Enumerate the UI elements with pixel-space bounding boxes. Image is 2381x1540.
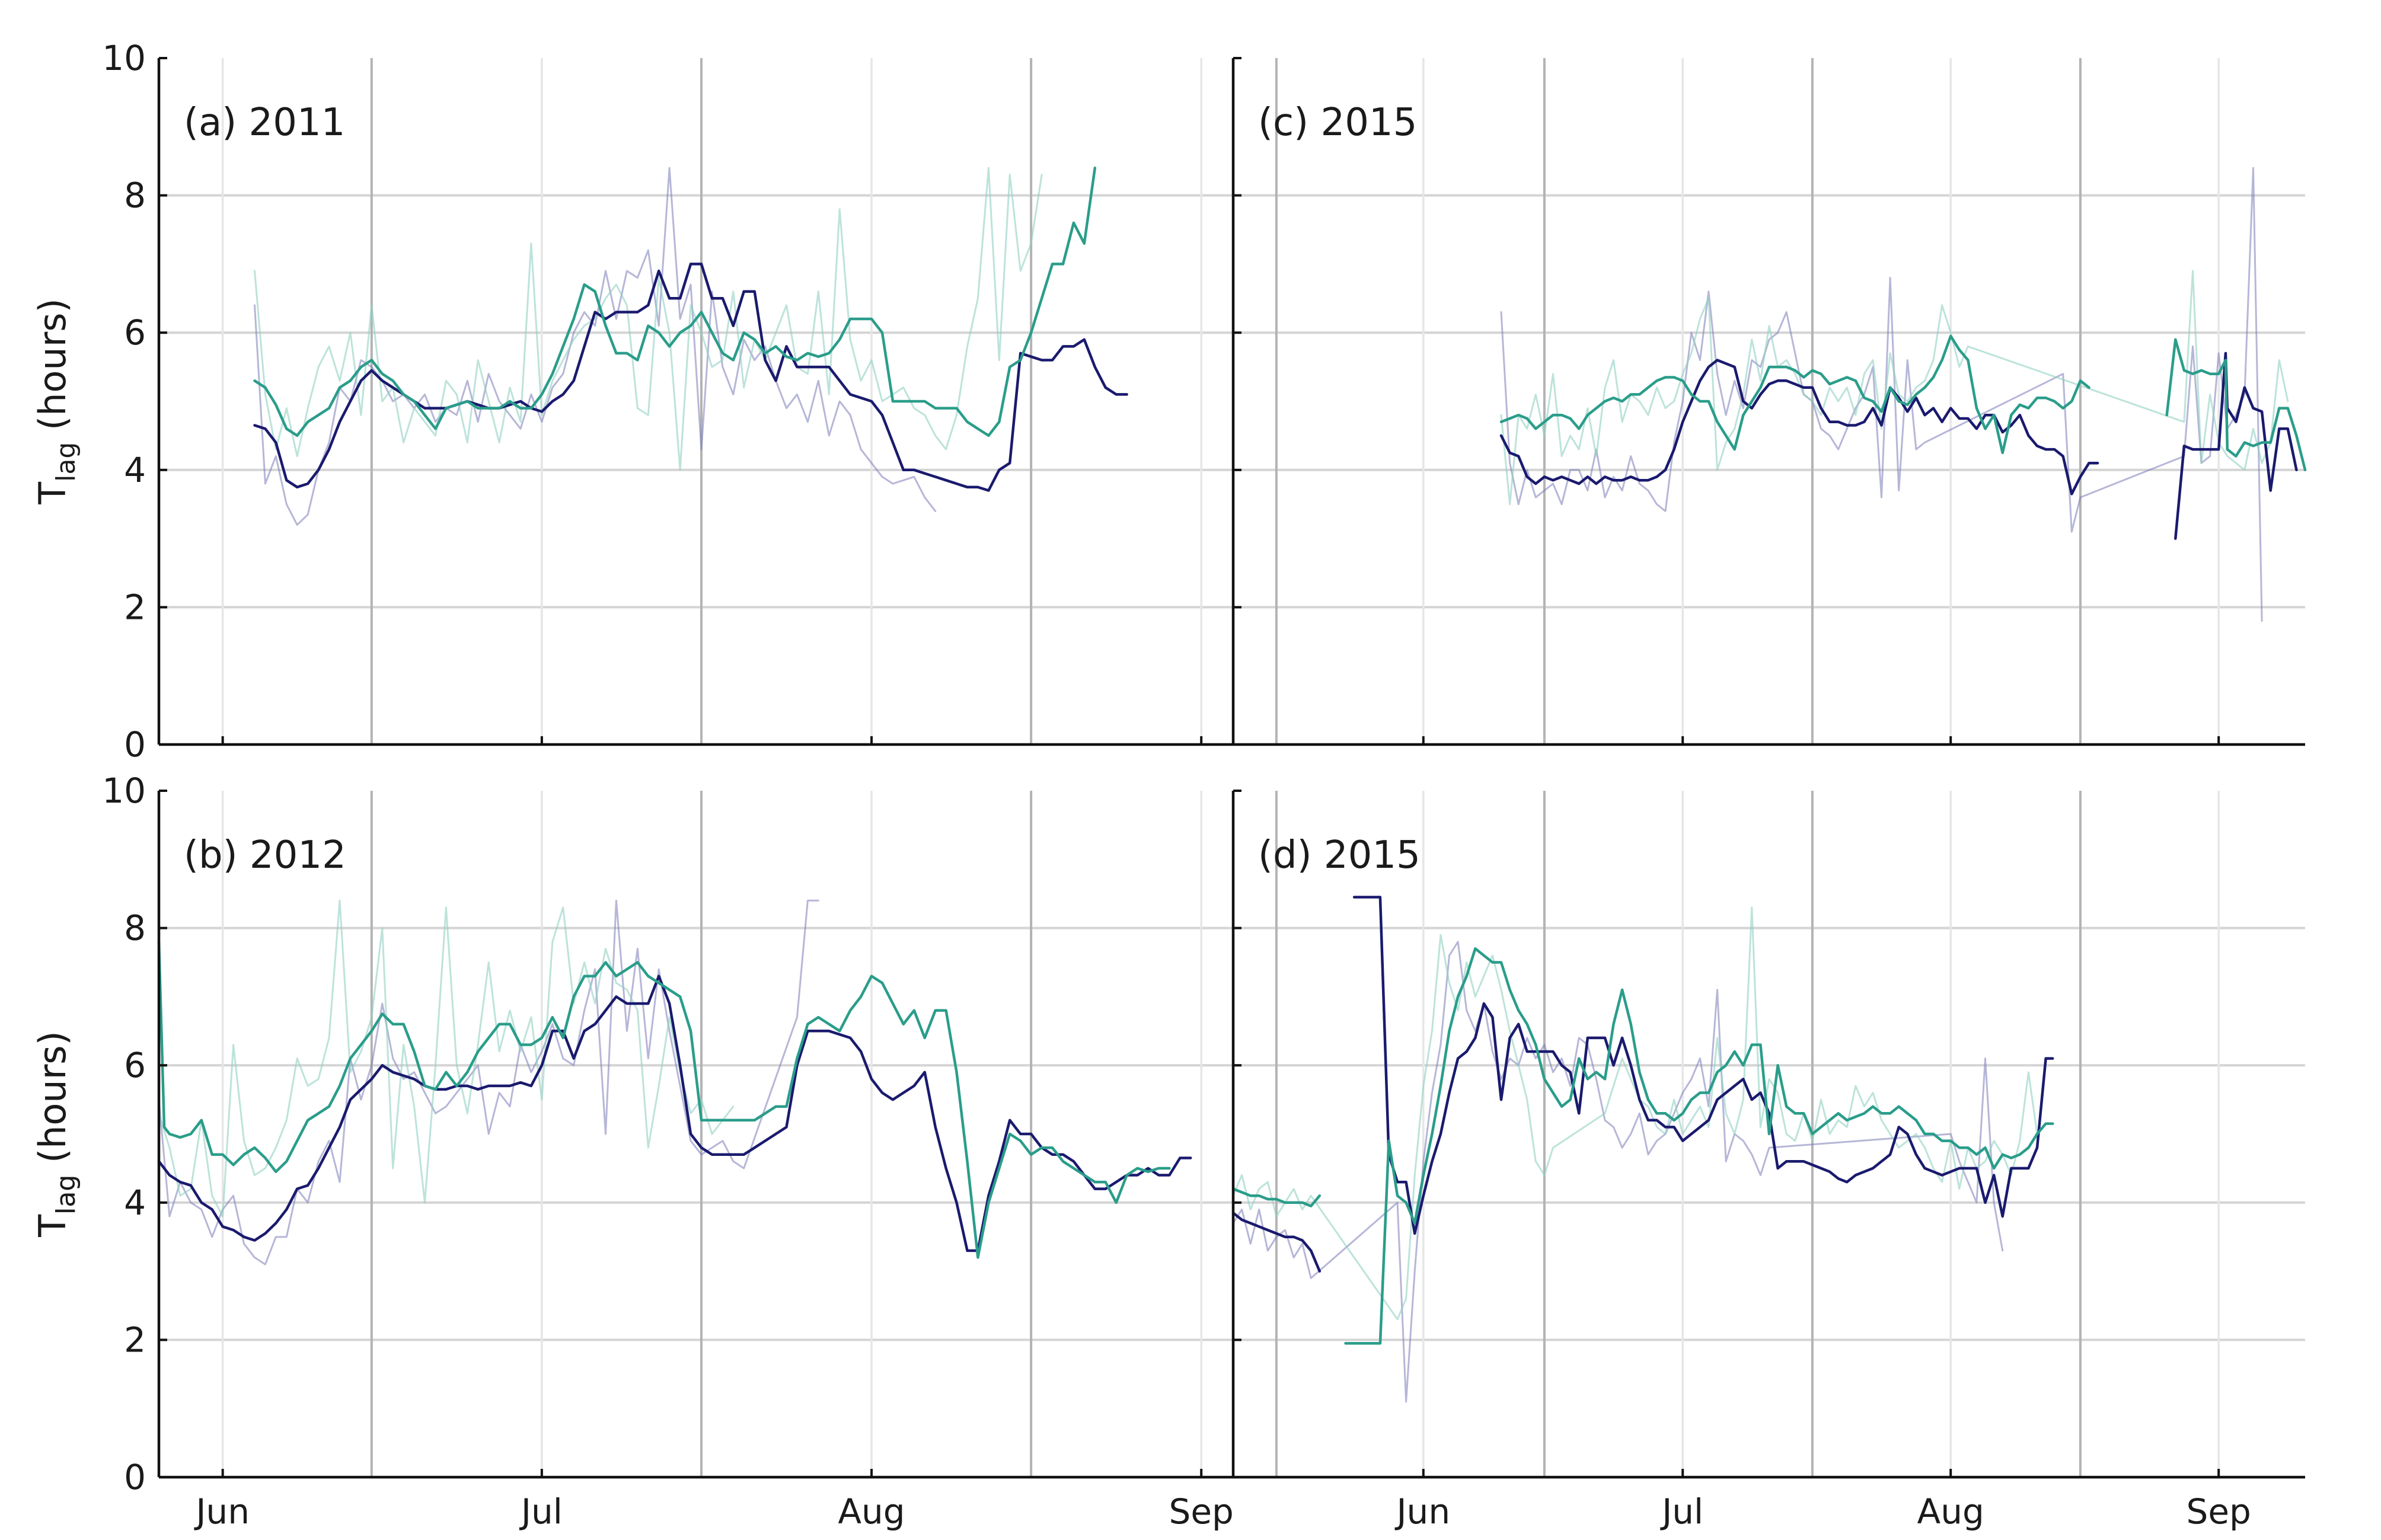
y-axis-label: Tlag (hours) bbox=[31, 298, 81, 504]
series-line bbox=[1499, 334, 2090, 455]
series-line bbox=[1231, 1211, 1322, 1273]
series-line bbox=[253, 167, 1097, 437]
x-tick-label: Jul bbox=[519, 1491, 563, 1532]
panel-b-2012: 0 2 4 6 8 10 Jun Jul Aug Sep (b) 2012 Tlag (hours) bbox=[31, 771, 1234, 1532]
panel-label: (b) 2012 bbox=[184, 833, 346, 877]
series-line bbox=[158, 899, 819, 1266]
series-line bbox=[1500, 167, 2263, 622]
panel-label: (a) 2011 bbox=[184, 101, 345, 145]
series-line bbox=[2165, 338, 2307, 472]
y-tick-label: 10 bbox=[102, 38, 146, 78]
series-line bbox=[253, 263, 1128, 492]
series-line bbox=[1500, 270, 2289, 506]
y-tick-label: 4 bbox=[124, 1183, 146, 1223]
y-axis-label: Tlag (hours) bbox=[31, 1031, 81, 1237]
x-tick-label: Sep bbox=[2187, 1491, 2251, 1532]
series-line bbox=[157, 940, 1171, 1259]
series-line bbox=[1344, 947, 2054, 1345]
y-tick-label: 2 bbox=[124, 1319, 146, 1360]
series-line bbox=[1232, 941, 2004, 1403]
y-tick-label: 8 bbox=[124, 908, 146, 948]
x-tick-label: Aug bbox=[1917, 1491, 1984, 1532]
y-tick-label: 0 bbox=[124, 1457, 146, 1497]
series-line bbox=[1499, 359, 2099, 496]
x-tick-label: Jun bbox=[1394, 1491, 1450, 1532]
panel-a-2011: 0 2 4 6 8 10 (a) 2011 Tlag (hours) bbox=[31, 38, 1233, 765]
y-tick-label: 2 bbox=[124, 587, 146, 627]
series-line bbox=[2174, 352, 2298, 540]
series-line bbox=[158, 899, 735, 1218]
panel-label: (c) 2015 bbox=[1258, 101, 1417, 145]
y-tick-label: 4 bbox=[124, 450, 146, 490]
panel-d-2015: Jun Jul Aug Sep (d) 2015 Tlag (hours) bbox=[31, 790, 2305, 1532]
y-axis-label: Tlag (hours) bbox=[31, 1031, 81, 1237]
y-tick-label: 10 bbox=[102, 771, 146, 811]
x-tick-label: Jul bbox=[1660, 1491, 1703, 1532]
panel-label: (d) 2015 bbox=[1258, 833, 1421, 877]
y-tick-label: 8 bbox=[124, 175, 146, 216]
y-tick-label: 6 bbox=[124, 312, 146, 353]
x-tick-label: Jun bbox=[194, 1491, 250, 1532]
series-line bbox=[1232, 906, 2038, 1321]
x-tick-label: Aug bbox=[838, 1491, 905, 1532]
y-tick-label: 0 bbox=[124, 724, 146, 765]
series-line bbox=[1352, 896, 2054, 1235]
x-tick-label: Sep bbox=[1169, 1491, 1234, 1532]
series-line bbox=[1231, 1187, 1322, 1207]
y-tick-label: 6 bbox=[124, 1045, 146, 1085]
panel-c-2015: (c) 2015 bbox=[1231, 57, 2307, 746]
series-line bbox=[157, 975, 1192, 1253]
series-line bbox=[254, 167, 937, 526]
